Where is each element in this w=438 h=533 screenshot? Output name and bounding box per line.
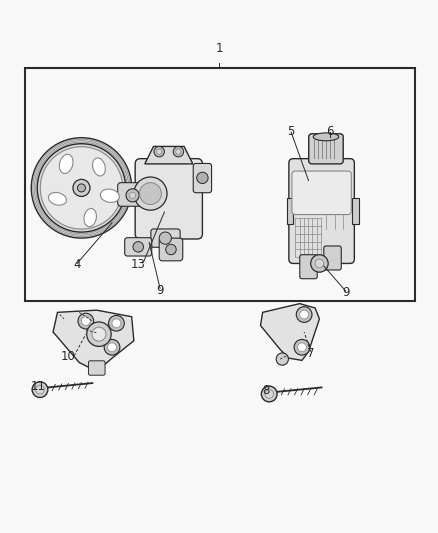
Circle shape [261, 386, 277, 402]
Ellipse shape [313, 133, 339, 141]
Circle shape [78, 313, 94, 329]
Circle shape [87, 322, 111, 346]
Text: 9: 9 [342, 286, 350, 299]
Bar [352, 198, 359, 224]
FancyBboxPatch shape [292, 171, 351, 215]
Circle shape [92, 327, 106, 341]
Text: 11: 11 [30, 380, 45, 393]
Ellipse shape [92, 158, 105, 176]
Circle shape [176, 149, 181, 154]
Bar [287, 198, 293, 224]
Circle shape [294, 340, 310, 355]
FancyBboxPatch shape [151, 229, 180, 247]
FancyBboxPatch shape [309, 134, 343, 164]
Circle shape [104, 340, 120, 355]
FancyBboxPatch shape [193, 164, 212, 193]
Circle shape [265, 390, 274, 398]
FancyBboxPatch shape [125, 238, 152, 256]
Circle shape [154, 147, 164, 157]
Ellipse shape [100, 189, 120, 203]
Circle shape [31, 138, 132, 238]
Circle shape [108, 343, 117, 352]
FancyBboxPatch shape [135, 159, 202, 239]
Text: 13: 13 [131, 258, 146, 271]
Circle shape [126, 189, 139, 202]
Circle shape [276, 353, 288, 365]
Circle shape [156, 149, 162, 154]
Ellipse shape [49, 192, 67, 205]
Circle shape [112, 319, 121, 328]
Text: 6: 6 [327, 125, 334, 138]
Circle shape [297, 343, 306, 352]
Circle shape [311, 255, 328, 272]
Circle shape [81, 317, 90, 326]
Polygon shape [261, 304, 319, 360]
Circle shape [315, 259, 324, 268]
Circle shape [35, 385, 44, 394]
Circle shape [300, 310, 308, 319]
FancyBboxPatch shape [88, 361, 105, 375]
Circle shape [166, 244, 176, 255]
Polygon shape [53, 310, 134, 372]
Circle shape [159, 232, 171, 244]
Text: 5: 5 [287, 125, 295, 138]
Circle shape [130, 192, 136, 198]
Circle shape [133, 241, 144, 252]
Text: 1: 1 [215, 42, 223, 55]
Circle shape [109, 316, 124, 331]
FancyBboxPatch shape [289, 159, 354, 263]
FancyBboxPatch shape [300, 255, 317, 279]
Ellipse shape [60, 154, 73, 174]
Text: 9: 9 [156, 284, 164, 297]
Circle shape [40, 147, 123, 229]
Circle shape [78, 184, 85, 192]
Text: 4: 4 [73, 258, 81, 271]
Text: 10: 10 [61, 350, 76, 362]
Text: 7: 7 [307, 348, 314, 360]
Polygon shape [145, 147, 193, 164]
Circle shape [296, 306, 312, 322]
Bar [25, 68, 416, 302]
Circle shape [140, 183, 161, 205]
Circle shape [73, 180, 90, 197]
FancyBboxPatch shape [324, 246, 341, 270]
Circle shape [197, 172, 208, 183]
FancyBboxPatch shape [159, 238, 183, 261]
Circle shape [32, 382, 48, 398]
Circle shape [134, 177, 167, 210]
Circle shape [173, 147, 184, 157]
Ellipse shape [84, 208, 96, 227]
FancyBboxPatch shape [118, 183, 148, 206]
Text: 8: 8 [262, 384, 269, 398]
